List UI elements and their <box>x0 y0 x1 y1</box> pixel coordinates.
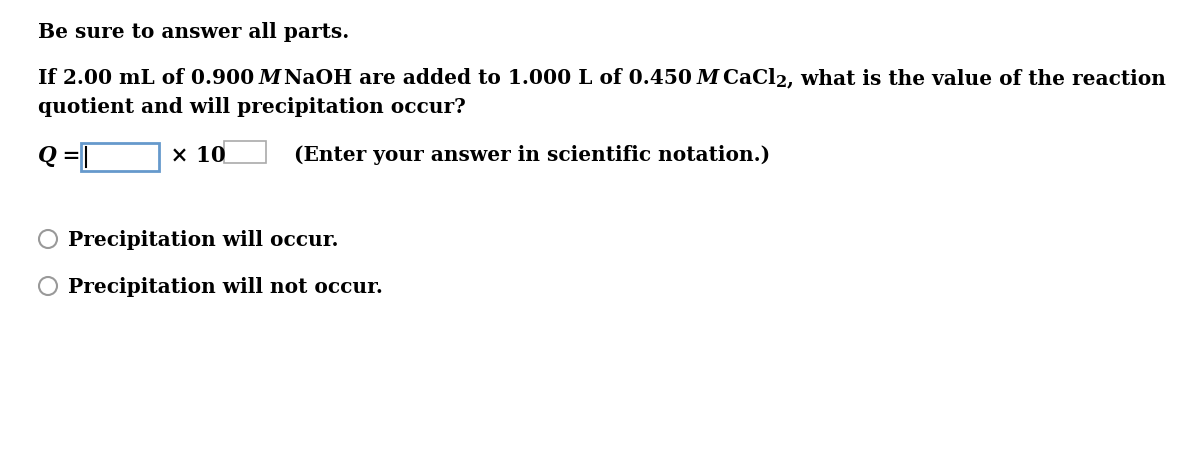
Text: Precipitation will occur.: Precipitation will occur. <box>68 230 338 250</box>
Text: , what is the value of the reaction: , what is the value of the reaction <box>787 68 1165 88</box>
Text: If 2.00 mL of 0.900: If 2.00 mL of 0.900 <box>38 68 258 88</box>
FancyBboxPatch shape <box>82 143 160 171</box>
Text: M: M <box>258 68 281 88</box>
Text: NaOH are added to 1.000 L of 0.450: NaOH are added to 1.000 L of 0.450 <box>281 68 696 88</box>
FancyBboxPatch shape <box>224 141 266 163</box>
Text: CaCl: CaCl <box>719 68 775 88</box>
Text: quotient and will precipitation occur?: quotient and will precipitation occur? <box>38 97 466 117</box>
Text: =: = <box>55 145 80 167</box>
Text: Be sure to answer all parts.: Be sure to answer all parts. <box>38 22 349 42</box>
Text: 2: 2 <box>775 74 787 91</box>
Text: Q: Q <box>38 145 56 167</box>
Text: M: M <box>696 68 719 88</box>
Text: × 10: × 10 <box>163 145 226 167</box>
Text: Precipitation will not occur.: Precipitation will not occur. <box>68 277 383 297</box>
Text: (Enter your answer in scientific notation.): (Enter your answer in scientific notatio… <box>294 145 770 165</box>
